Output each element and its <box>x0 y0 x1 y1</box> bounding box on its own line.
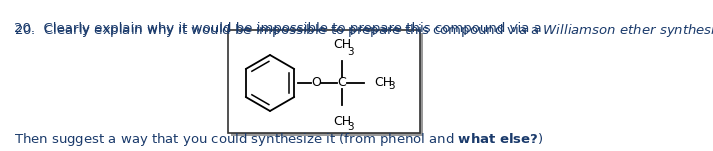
FancyBboxPatch shape <box>228 30 420 133</box>
Text: Then suggest a way that you could synthesize it (from phenol and $\bf{what\ else: Then suggest a way that you could synthe… <box>14 131 543 148</box>
Text: 20.  Clearly explain why it would be impossible to prepare this compound via a: 20. Clearly explain why it would be impo… <box>14 22 546 35</box>
Text: CH: CH <box>333 38 351 51</box>
Text: 3: 3 <box>388 81 394 91</box>
Text: CH: CH <box>333 115 351 128</box>
FancyBboxPatch shape <box>231 33 423 136</box>
Text: C: C <box>338 77 347 90</box>
Text: 20.  Clearly explain why it would be impossible to prepare this compound via a $: 20. Clearly explain why it would be impo… <box>14 22 713 39</box>
Text: O: O <box>311 77 321 90</box>
Text: CH: CH <box>374 77 392 90</box>
Text: 3: 3 <box>347 47 354 57</box>
Text: 3: 3 <box>347 122 354 132</box>
